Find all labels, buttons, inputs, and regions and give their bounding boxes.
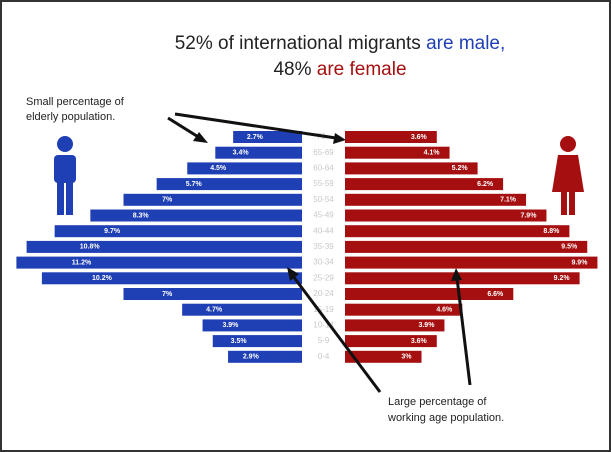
chart-title: 48% are female bbox=[273, 59, 406, 80]
value-label: 7% bbox=[162, 197, 173, 204]
age-label: 10-14 bbox=[313, 321, 334, 330]
bar bbox=[156, 178, 302, 191]
bar bbox=[345, 288, 514, 300]
bar bbox=[202, 319, 302, 332]
bar bbox=[345, 209, 547, 222]
bar bbox=[54, 225, 303, 238]
annotation: elderly population. bbox=[26, 111, 115, 123]
value-label: 4.5% bbox=[210, 165, 227, 172]
value-label: 3% bbox=[401, 354, 412, 361]
value-label: 9.2% bbox=[554, 275, 571, 282]
chart-title: 52% of international migrants are male, bbox=[175, 33, 506, 54]
age-label: 55-59 bbox=[313, 179, 334, 188]
bar bbox=[16, 256, 303, 269]
value-label: 8.3% bbox=[133, 212, 150, 219]
value-label: 7.9% bbox=[520, 212, 537, 219]
female-icon bbox=[552, 136, 584, 215]
annotation: working age population. bbox=[387, 412, 504, 424]
value-label: 6.6% bbox=[487, 291, 504, 298]
bar bbox=[345, 303, 463, 316]
value-label: 5.7% bbox=[186, 181, 203, 188]
age-label: 35-39 bbox=[313, 242, 334, 251]
age-label: 5-9 bbox=[318, 336, 330, 345]
value-label: 3.6% bbox=[411, 338, 428, 345]
title-highlight: are female bbox=[317, 59, 407, 80]
bar bbox=[345, 225, 570, 238]
value-label: 9.5% bbox=[561, 244, 578, 251]
bar bbox=[26, 240, 302, 253]
bar bbox=[215, 146, 302, 159]
bar bbox=[345, 178, 504, 191]
title-text: 48% bbox=[273, 59, 316, 80]
bar bbox=[345, 335, 437, 348]
bar bbox=[345, 162, 478, 175]
value-label: 10.8% bbox=[80, 244, 101, 251]
value-label: 6.2% bbox=[477, 181, 494, 188]
bar bbox=[212, 335, 302, 348]
arrows bbox=[167, 112, 472, 393]
value-label: 4.6% bbox=[436, 307, 453, 314]
bar bbox=[123, 193, 302, 206]
value-label: 11.2% bbox=[72, 259, 92, 266]
value-label: 5.2% bbox=[452, 165, 469, 172]
age-label: 50-54 bbox=[313, 195, 334, 204]
value-label: 2.7% bbox=[247, 134, 264, 141]
value-label: 4.1% bbox=[424, 150, 441, 157]
bar bbox=[345, 193, 527, 206]
value-label: 7.1% bbox=[500, 197, 517, 204]
value-label: 3.5% bbox=[231, 338, 248, 345]
bar bbox=[41, 272, 303, 285]
age-label: 30-34 bbox=[313, 258, 334, 267]
bar bbox=[345, 131, 437, 143]
age-label: 45-49 bbox=[313, 211, 334, 220]
value-label: 9.9% bbox=[571, 259, 588, 266]
bar bbox=[90, 209, 302, 222]
annotation: Small percentage of bbox=[26, 96, 125, 108]
bar bbox=[345, 272, 580, 285]
bar bbox=[123, 288, 302, 300]
value-label: 7% bbox=[162, 291, 173, 298]
age-label: 40-44 bbox=[313, 226, 334, 235]
title-highlight: are male, bbox=[426, 33, 505, 54]
bar bbox=[345, 256, 598, 269]
age-label: 0-4 bbox=[318, 352, 330, 361]
value-label: 3.4% bbox=[233, 150, 250, 157]
age-label: 25-29 bbox=[313, 273, 334, 282]
bar bbox=[228, 350, 302, 363]
value-label: 9.7% bbox=[104, 228, 121, 235]
bar bbox=[233, 131, 302, 143]
value-label: 10.2% bbox=[92, 275, 113, 282]
bar bbox=[345, 350, 422, 363]
age-label: 15-19 bbox=[313, 305, 334, 314]
value-label: 2.9% bbox=[243, 354, 260, 361]
title-text: 52% of international migrants bbox=[175, 33, 426, 54]
value-label: 3.9% bbox=[222, 322, 239, 329]
value-label: 3.9% bbox=[418, 322, 435, 329]
male-icon bbox=[54, 136, 76, 215]
bar bbox=[345, 146, 450, 159]
age-label: 65-69 bbox=[313, 148, 334, 157]
annotation: Large percentage of bbox=[388, 396, 487, 408]
bar bbox=[345, 319, 445, 332]
bar bbox=[187, 162, 302, 175]
bar bbox=[345, 240, 588, 253]
age-label: 20-24 bbox=[313, 289, 334, 298]
age-label: 60-64 bbox=[313, 164, 334, 173]
value-label: 3.6% bbox=[411, 134, 428, 141]
value-label: 4.7% bbox=[206, 307, 223, 314]
value-label: 8.8% bbox=[543, 228, 560, 235]
bar bbox=[182, 303, 302, 316]
